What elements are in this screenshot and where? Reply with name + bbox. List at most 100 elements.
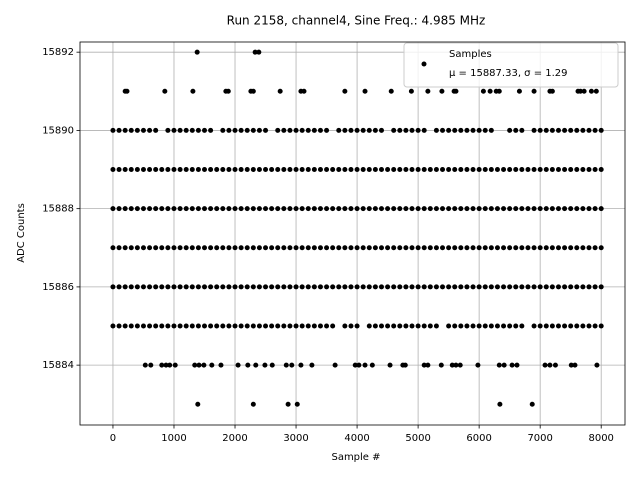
point <box>317 167 323 173</box>
point <box>238 206 244 212</box>
point <box>140 206 146 212</box>
point <box>202 206 208 212</box>
point <box>167 362 173 368</box>
legend-stats: μ = 15887.33, σ = 1.29 <box>449 68 568 79</box>
point <box>342 284 348 290</box>
y-tick-label: 15886 <box>42 282 74 293</box>
point <box>263 284 269 290</box>
point <box>598 206 604 212</box>
point <box>305 323 311 329</box>
point <box>598 245 604 251</box>
point <box>232 167 238 173</box>
point <box>189 167 195 173</box>
point <box>122 127 128 133</box>
point <box>409 206 415 212</box>
point <box>177 167 183 173</box>
point <box>403 284 409 290</box>
point <box>421 323 427 329</box>
point <box>415 245 421 251</box>
y-tick-label: 15892 <box>42 47 74 58</box>
point <box>372 167 378 173</box>
point <box>163 362 169 368</box>
point <box>208 323 214 329</box>
point <box>525 245 531 251</box>
point <box>147 284 153 290</box>
point <box>408 88 414 94</box>
point <box>165 167 171 173</box>
point <box>165 323 171 329</box>
point <box>501 167 507 173</box>
point <box>153 167 159 173</box>
point <box>537 284 543 290</box>
point <box>415 167 421 173</box>
point <box>226 245 232 251</box>
point <box>147 167 153 173</box>
points <box>110 49 604 407</box>
point <box>311 167 317 173</box>
point <box>208 167 214 173</box>
point <box>324 127 330 133</box>
point <box>555 284 561 290</box>
point <box>110 127 116 133</box>
point <box>497 401 503 407</box>
point <box>440 127 446 133</box>
point <box>446 245 452 251</box>
point <box>220 167 226 173</box>
point <box>427 323 433 329</box>
point <box>269 245 275 251</box>
point <box>116 167 122 173</box>
point <box>543 206 549 212</box>
point <box>336 167 342 173</box>
point <box>494 167 500 173</box>
point <box>311 284 317 290</box>
point <box>425 362 431 368</box>
point <box>183 245 189 251</box>
point <box>397 206 403 212</box>
point <box>438 362 444 368</box>
point <box>421 167 427 173</box>
point <box>470 206 476 212</box>
point <box>183 206 189 212</box>
point <box>317 284 323 290</box>
point <box>366 206 372 212</box>
point <box>226 206 232 212</box>
point <box>256 206 262 212</box>
point <box>453 88 459 94</box>
point <box>507 206 513 212</box>
point <box>592 127 598 133</box>
point <box>433 245 439 251</box>
point <box>256 284 262 290</box>
point <box>366 284 372 290</box>
point <box>496 362 502 368</box>
point <box>317 323 323 329</box>
point <box>250 88 256 94</box>
point <box>476 323 482 329</box>
point <box>330 167 336 173</box>
point <box>452 323 458 329</box>
point <box>165 127 171 133</box>
point <box>202 284 208 290</box>
point <box>324 245 330 251</box>
point <box>458 206 464 212</box>
point <box>464 206 470 212</box>
point <box>299 167 305 173</box>
point <box>427 245 433 251</box>
point <box>568 245 574 251</box>
point <box>208 127 214 133</box>
point <box>263 206 269 212</box>
point <box>525 284 531 290</box>
x-tick-label: 1000 <box>161 433 186 444</box>
point <box>208 284 214 290</box>
point <box>487 88 493 94</box>
point <box>594 362 600 368</box>
point <box>202 245 208 251</box>
point <box>195 323 201 329</box>
point <box>464 127 470 133</box>
point <box>421 362 427 368</box>
point <box>537 245 543 251</box>
point <box>165 245 171 251</box>
point <box>480 88 486 94</box>
point <box>269 323 275 329</box>
point <box>519 245 525 251</box>
point <box>421 284 427 290</box>
